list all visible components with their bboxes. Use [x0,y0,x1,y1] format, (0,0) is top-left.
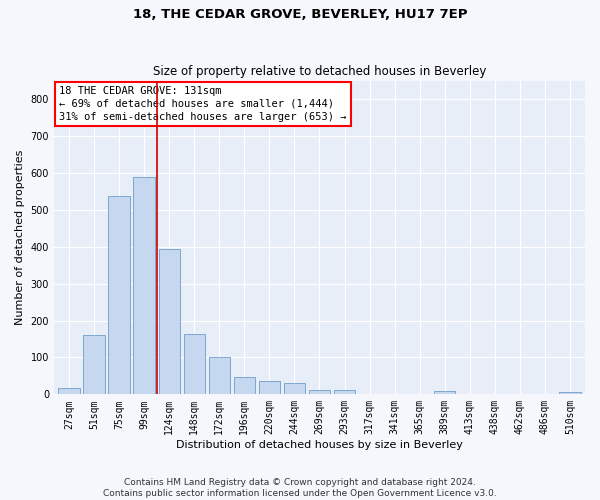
Bar [83,334,104,394]
Bar [259,382,280,394]
Bar [284,384,305,394]
Bar [209,358,230,395]
Bar [109,196,130,394]
X-axis label: Distribution of detached houses by size in Beverley: Distribution of detached houses by size … [176,440,463,450]
Title: Size of property relative to detached houses in Beverley: Size of property relative to detached ho… [153,66,486,78]
Text: 18 THE CEDAR GROVE: 131sqm
← 69% of detached houses are smaller (1,444)
31% of s: 18 THE CEDAR GROVE: 131sqm ← 69% of deta… [59,86,347,122]
Y-axis label: Number of detached properties: Number of detached properties [15,150,25,326]
Bar [559,392,581,394]
Bar [309,390,330,394]
Text: Contains HM Land Registry data © Crown copyright and database right 2024.
Contai: Contains HM Land Registry data © Crown c… [103,478,497,498]
Bar [233,376,255,394]
Bar [334,390,355,394]
Bar [158,250,180,394]
Bar [434,392,455,394]
Bar [58,388,80,394]
Bar [133,177,155,394]
Text: 18, THE CEDAR GROVE, BEVERLEY, HU17 7EP: 18, THE CEDAR GROVE, BEVERLEY, HU17 7EP [133,8,467,20]
Bar [184,334,205,394]
